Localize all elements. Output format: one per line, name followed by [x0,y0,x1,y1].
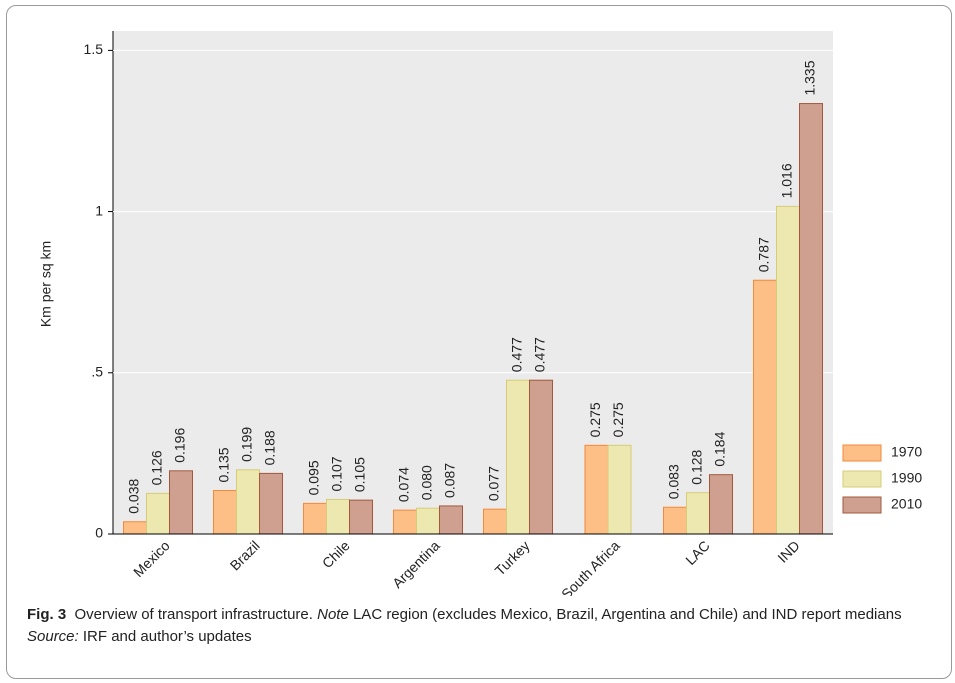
x-tick-label: Brazil [227,537,263,573]
bar [416,507,440,535]
bar [259,472,283,535]
bar [506,379,530,535]
caption-label: Fig. 3 [27,606,67,623]
bar [776,205,800,535]
caption-text: LAC region (excludes Mexico, Brazil, Arg… [352,606,902,623]
value-label: 0.126 [149,450,165,485]
value-label: 0.083 [666,464,682,499]
x-tick-label: LAC [682,537,713,568]
value-label: 0.105 [352,457,368,492]
caption: Fig. 3 Overview of transport infrastruct… [27,604,947,648]
y-tick-label: .5 [91,363,103,379]
value-label: 0.275 [587,402,603,437]
caption-note: Note [317,606,349,623]
y-tick-label: 0 [95,525,103,541]
bar [393,509,417,535]
caption-source: Source: [27,628,79,645]
bar [686,492,710,535]
value-label: 0.128 [689,449,705,484]
bar [146,492,170,535]
value-label: 0.188 [262,430,278,465]
y-axis-label: Km per sq km [38,241,54,327]
value-label: 0.787 [756,237,772,272]
bar [303,502,327,535]
figure-frame: Km per sq km 0 .5 1 1.5 0.038 0.126 0.196 Mexic… [6,5,952,679]
bar [236,469,260,535]
bar [663,506,687,535]
legend-swatch [842,496,882,514]
y-tick-label: 1 [95,202,103,218]
legend-label: 1990 [891,470,922,486]
x-tick-label: Mexico [130,537,173,580]
value-label: 0.077 [486,466,502,501]
value-label: 0.087 [442,463,458,498]
value-label: 0.477 [532,337,548,372]
bar [483,508,507,535]
chart: Km per sq km 0 .5 1 1.5 0.038 0.126 0.196 Mexic… [38,31,922,596]
x-tick-label: Chile [319,537,353,571]
caption-text: IRF and author’s updates [82,628,252,645]
value-label: 0.135 [216,447,232,482]
value-label: 0.184 [712,431,728,466]
bar [169,470,193,535]
value-label: 0.477 [509,337,525,372]
x-tick-label: IND [774,537,802,565]
bar [799,103,823,535]
value-label: 0.107 [329,456,345,491]
value-label: 1.016 [779,163,795,198]
bar [753,279,777,535]
bar [529,379,553,535]
x-tick-label: Turkey [492,537,533,578]
value-label: 0.038 [126,478,142,513]
value-label: 1.335 [802,60,818,95]
bar [439,505,463,535]
value-label: 0.275 [610,402,626,437]
value-label: 0.196 [172,428,188,463]
legend-swatch [842,470,882,488]
bar [213,489,237,535]
x-tick-label: South Africa [558,537,623,596]
bar [709,474,733,535]
value-label: 0.074 [396,467,412,502]
plot-area [113,31,833,534]
legend-label: 1970 [891,444,922,460]
bar [607,444,632,535]
caption-text: Overview of transport infrastructure. [74,606,313,623]
bar [584,444,609,535]
legend-swatch [842,444,882,462]
x-tick-label: Argentina [389,537,443,591]
bar [349,499,373,535]
legend-label: 2010 [891,496,922,512]
value-label: 0.095 [306,460,322,495]
value-label: 0.080 [419,465,435,500]
value-label: 0.199 [239,427,255,462]
y-tick-label: 1.5 [84,41,104,57]
bar [326,498,350,535]
bar [123,521,147,535]
